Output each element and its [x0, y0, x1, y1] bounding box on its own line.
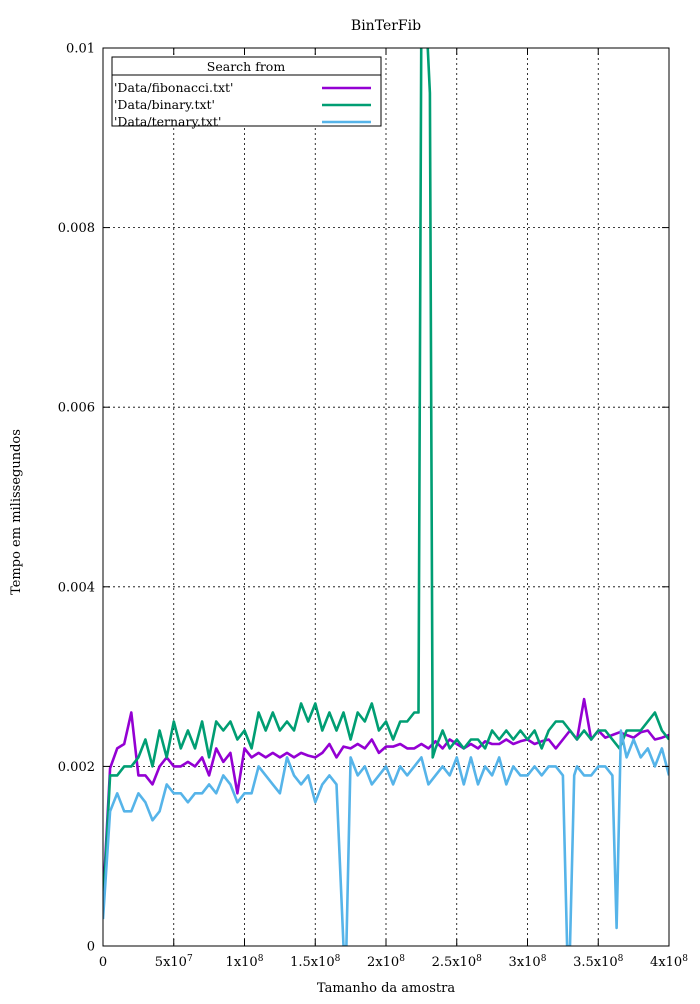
x-axis-title: Tamanho da amostra	[317, 981, 455, 996]
x-tick-label: 1.5x108	[290, 954, 341, 970]
axis-ticks: 0 5x107 1x108 1.5x108 2x108 2.5x108 3x108 3.5x1…	[58, 42, 688, 971]
y-tick-label: 0.004	[58, 580, 95, 595]
legend-title: Search from	[207, 59, 286, 74]
grid-lines	[103, 48, 669, 946]
legend-label-1: 'Data/fibonacci.txt'	[114, 80, 233, 95]
series-line-3	[103, 729, 669, 946]
y-tick-label: 0.002	[58, 760, 95, 775]
y-axis-title: Tempo em milissegundos	[9, 429, 24, 595]
y-tick-label: 0.006	[58, 401, 95, 416]
chart-title: BinTerFib	[351, 18, 421, 34]
plot-frame	[102, 47, 670, 947]
y-tick-label: 0	[87, 940, 95, 955]
y-tick-label: 0.008	[58, 221, 95, 236]
x-tick-label: 1x108	[226, 954, 264, 970]
x-tick-label: 3.5x108	[573, 954, 624, 970]
legend-label-2: 'Data/binary.txt'	[114, 97, 215, 112]
y-tick-label: 0.01	[66, 42, 95, 57]
legend-label-3: 'Data/ternary.txt'	[114, 114, 221, 129]
data-series	[103, 48, 669, 946]
x-tick-label: 3x108	[509, 954, 547, 970]
legend-box	[111, 56, 382, 127]
x-tick-label: 5x107	[155, 954, 193, 970]
x-tick-label: 2.5x108	[432, 954, 483, 970]
series-line-2	[103, 48, 669, 911]
x-tick-label: 0	[99, 955, 107, 970]
legend-items: 'Data/fibonacci.txt' 'Data/binary.txt' 'Da…	[114, 80, 371, 129]
legend: Search from 'Data/fibonacci.txt' 'Data/bi…	[111, 56, 382, 129]
x-tick-label: 2x108	[367, 954, 405, 970]
x-tick-label: 4x108	[650, 954, 688, 970]
